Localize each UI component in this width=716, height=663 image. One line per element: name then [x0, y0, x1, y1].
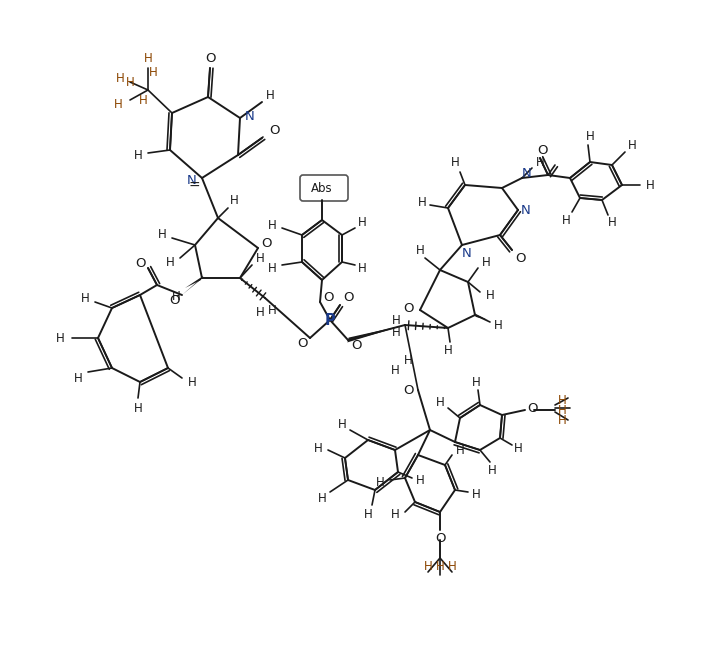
Text: H: H [435, 560, 445, 572]
Text: O: O [403, 383, 413, 396]
Text: H: H [415, 243, 425, 257]
Text: H: H [81, 292, 90, 304]
Text: H: H [115, 72, 125, 84]
Text: O: O [296, 337, 307, 349]
Text: H: H [357, 261, 367, 274]
Text: H: H [455, 444, 465, 457]
Text: H: H [188, 375, 196, 389]
Text: H: H [472, 375, 480, 389]
Text: H: H [424, 560, 432, 572]
Text: O: O [135, 257, 145, 269]
Text: H: H [558, 404, 566, 416]
Text: H: H [364, 509, 372, 522]
Text: H: H [628, 139, 637, 152]
Text: O: O [205, 52, 216, 64]
Text: O: O [323, 290, 333, 304]
Text: O: O [268, 123, 279, 137]
Text: H: H [558, 414, 566, 426]
Text: Abs: Abs [311, 182, 333, 194]
Text: P: P [324, 312, 335, 328]
Text: H: H [444, 343, 453, 357]
Text: H: H [144, 52, 153, 64]
Text: O: O [261, 237, 271, 249]
Text: H: H [376, 477, 384, 489]
Text: O: O [169, 294, 179, 306]
Text: N: N [522, 166, 532, 180]
Text: H: H [558, 394, 566, 406]
Text: H: H [256, 306, 264, 318]
Text: H: H [266, 88, 274, 101]
Text: H: H [485, 288, 494, 302]
Text: N: N [245, 109, 255, 123]
Text: N: N [462, 247, 472, 259]
Text: H: H [56, 332, 64, 345]
Text: H: H [230, 194, 238, 206]
Text: H: H [318, 491, 326, 505]
Text: H: H [415, 473, 425, 487]
Text: H: H [646, 178, 654, 192]
Text: H: H [268, 261, 276, 274]
Text: H: H [268, 219, 276, 231]
Text: H: H [392, 326, 400, 339]
Text: H: H [608, 215, 616, 229]
Text: H: H [561, 213, 571, 227]
FancyBboxPatch shape [300, 175, 348, 201]
Text: H: H [417, 196, 426, 208]
Text: H: H [149, 66, 158, 78]
Text: H: H [114, 97, 122, 111]
Text: H: H [134, 402, 142, 414]
Text: O: O [435, 532, 445, 544]
Text: H: H [74, 371, 82, 385]
Text: H: H [404, 353, 412, 367]
Text: H: H [493, 318, 503, 332]
Polygon shape [474, 313, 488, 320]
Text: N: N [187, 174, 197, 186]
Text: H: H [435, 396, 445, 408]
Text: H: H [357, 215, 367, 229]
Text: H: H [139, 93, 147, 107]
Text: N: N [521, 204, 531, 217]
Text: H: H [256, 251, 264, 265]
Text: H: H [391, 509, 400, 522]
Text: O: O [351, 339, 362, 351]
Polygon shape [185, 276, 203, 288]
Text: H: H [448, 560, 456, 572]
Text: O: O [343, 290, 353, 304]
Text: H: H [472, 489, 480, 501]
Polygon shape [439, 255, 455, 271]
Text: H: H [536, 156, 544, 168]
Text: O: O [403, 302, 413, 314]
Text: H: H [482, 255, 490, 269]
Text: =: = [188, 179, 200, 193]
Text: H: H [134, 149, 142, 162]
Text: H: H [488, 463, 496, 477]
Text: H: H [338, 418, 347, 432]
Text: O: O [537, 143, 547, 156]
Text: H: H [392, 314, 400, 326]
Text: H: H [513, 442, 523, 455]
Text: O: O [527, 402, 537, 414]
Text: H: H [172, 290, 180, 302]
Text: H: H [125, 76, 135, 88]
Text: H: H [314, 442, 322, 455]
Text: H: H [586, 129, 594, 143]
Text: O: O [515, 251, 526, 265]
Text: H: H [158, 227, 166, 241]
Text: H: H [268, 304, 276, 316]
Polygon shape [182, 276, 203, 295]
Polygon shape [347, 325, 405, 342]
Text: H: H [165, 255, 175, 269]
Text: H: H [391, 363, 400, 377]
Text: H: H [450, 156, 460, 168]
